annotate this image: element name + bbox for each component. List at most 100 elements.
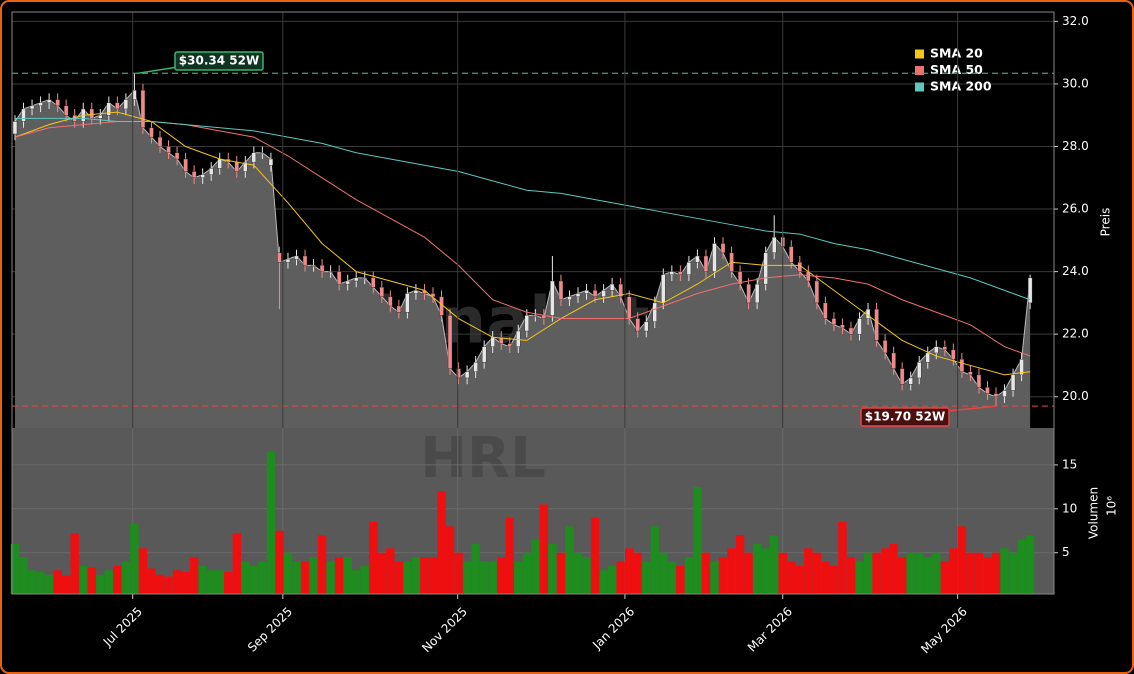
volume-bar xyxy=(949,548,958,594)
volume-bar xyxy=(309,557,318,594)
volume-bar xyxy=(795,565,804,594)
volume-bar xyxy=(932,552,941,594)
volume-bar xyxy=(667,561,677,594)
candle-body xyxy=(354,277,359,282)
volume-bar xyxy=(394,561,404,594)
candle-body xyxy=(968,371,973,376)
candle-body xyxy=(575,293,581,297)
candle-body xyxy=(277,252,282,263)
volume-bar xyxy=(206,570,216,594)
y-tick-label: 15 xyxy=(1062,457,1077,471)
volume-bar xyxy=(352,570,361,594)
volume-bar xyxy=(727,548,736,594)
volume-bar xyxy=(386,548,395,594)
candle-body xyxy=(447,315,453,369)
candle-body xyxy=(652,302,657,322)
candle-body xyxy=(840,324,845,329)
annotation-label: $30.34 52W xyxy=(179,54,259,68)
volume-bar xyxy=(113,565,122,594)
volume-bar xyxy=(172,570,182,594)
candle-body xyxy=(285,258,291,263)
candle-body xyxy=(251,152,257,163)
volume-bar xyxy=(940,561,950,594)
volume-bar xyxy=(548,543,557,594)
volume-bar xyxy=(642,561,651,594)
candle-body xyxy=(584,290,589,294)
volume-bar xyxy=(624,548,634,594)
candle-body xyxy=(243,161,248,172)
annotation-arrow xyxy=(947,405,997,412)
y-tick-label: 10 xyxy=(1062,501,1077,515)
volume-bar xyxy=(292,561,301,594)
candle-body xyxy=(703,255,709,272)
candle-body xyxy=(737,271,743,285)
candle-body xyxy=(396,305,402,313)
candle-body xyxy=(430,293,436,297)
candle-body xyxy=(166,146,171,153)
volume-bar xyxy=(224,572,233,594)
volume-bar xyxy=(974,552,984,594)
annotation-box xyxy=(860,407,950,427)
candle-body xyxy=(695,255,700,263)
candle-body xyxy=(38,102,43,107)
annotation-arrow xyxy=(137,66,179,75)
candle-body xyxy=(191,171,197,178)
candle-body xyxy=(260,152,265,154)
volume-bar xyxy=(96,574,105,594)
volume-bar xyxy=(787,561,796,594)
legend-label: SMA 20 xyxy=(930,46,983,61)
plot-border xyxy=(11,11,1055,595)
volume-bar xyxy=(676,565,685,594)
volume-bar xyxy=(966,552,975,594)
volume-bar xyxy=(812,552,822,594)
candle-body xyxy=(362,277,367,280)
candle-body xyxy=(558,280,564,300)
volume-bar xyxy=(215,570,224,594)
candle-body xyxy=(490,337,495,347)
volume-bar xyxy=(130,523,139,594)
candle-body xyxy=(268,158,274,166)
candle-body xyxy=(644,321,649,332)
candle-body xyxy=(857,318,862,335)
candle-body xyxy=(473,362,478,372)
candle-body xyxy=(328,271,333,273)
candle-body xyxy=(336,271,342,285)
candle-body xyxy=(942,346,948,351)
candle-body xyxy=(157,136,163,147)
candle-body xyxy=(985,387,990,394)
volume-bar xyxy=(61,575,71,594)
y-tick-label: 20.0 xyxy=(1062,389,1089,403)
candle-body xyxy=(388,296,393,307)
candle-body xyxy=(823,302,828,319)
volume-bar xyxy=(718,557,728,594)
volume-bar xyxy=(121,561,131,594)
volume-bar xyxy=(889,543,898,594)
volume-bar xyxy=(445,526,455,594)
watermark: HRL xyxy=(420,426,546,491)
candle-body xyxy=(174,152,180,160)
volume-bar xyxy=(181,572,190,594)
legend-swatch xyxy=(915,66,924,75)
volume-bar xyxy=(701,552,711,594)
candle-body xyxy=(98,115,103,119)
annotation-label: $19.70 52W xyxy=(865,410,945,424)
candle-body xyxy=(771,237,777,254)
volume-bar xyxy=(710,561,719,594)
volume-bar xyxy=(79,565,88,594)
candle-body xyxy=(618,283,623,297)
volume-bar xyxy=(821,561,830,594)
volume-bar xyxy=(70,533,79,594)
candle-body xyxy=(12,121,18,135)
candle-body xyxy=(507,343,512,347)
volume-bar xyxy=(403,561,412,594)
legend-label: SMA 200 xyxy=(930,79,992,94)
candle-body xyxy=(712,243,717,272)
volume-bar xyxy=(258,561,267,594)
candle-body xyxy=(217,158,222,169)
candle-body xyxy=(686,262,692,275)
y-tick-label: 5 xyxy=(1062,545,1070,559)
volume-bar xyxy=(334,557,344,594)
candle-body xyxy=(89,108,94,119)
volume-bar xyxy=(880,548,890,594)
volume-bar xyxy=(991,552,1001,594)
